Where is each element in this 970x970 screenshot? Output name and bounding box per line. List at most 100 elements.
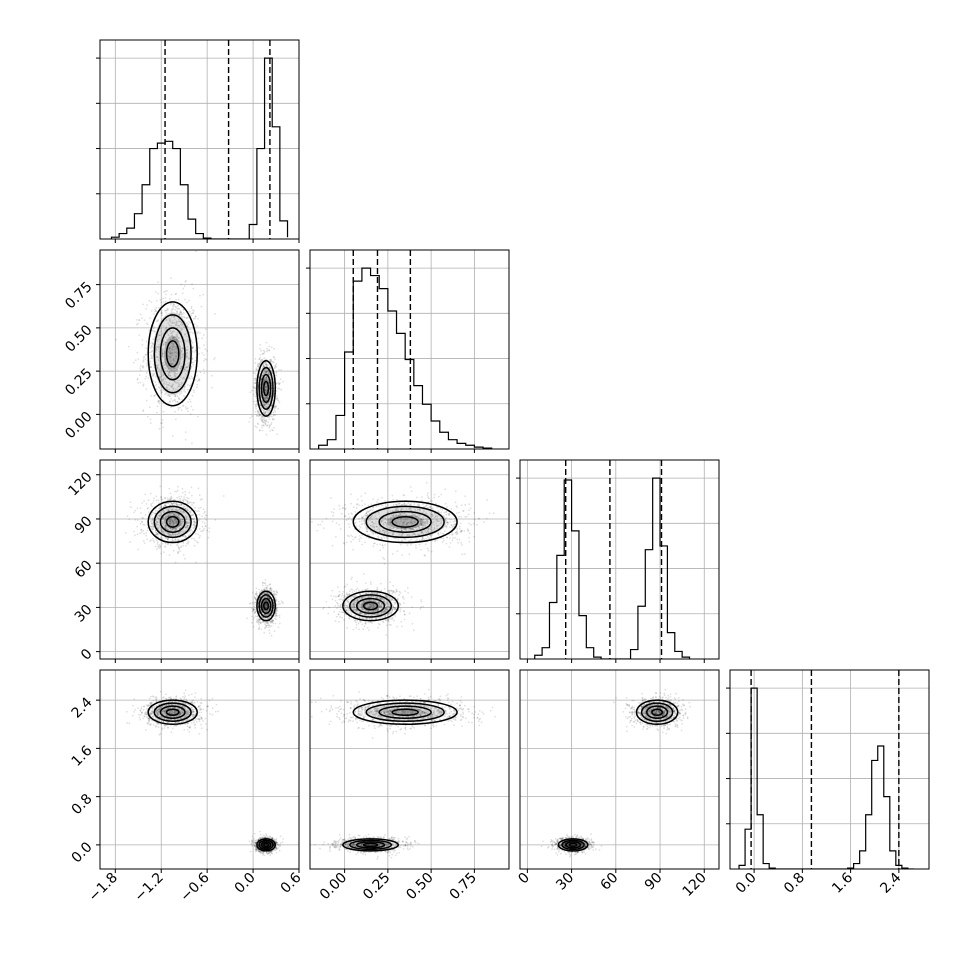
sample-point (170, 513, 172, 515)
sample-point (150, 344, 153, 347)
sample-point (164, 515, 167, 518)
sample-point (166, 538, 169, 541)
sample-point (265, 370, 267, 373)
sample-point (180, 495, 183, 498)
sample-point (186, 526, 188, 529)
sample-point (146, 323, 149, 326)
sample-point (186, 322, 188, 325)
sample-point (170, 386, 173, 389)
grid (100, 460, 299, 659)
sample-point (156, 339, 159, 341)
sample-point (258, 626, 261, 629)
sample-point (163, 504, 166, 506)
sample-point (258, 365, 260, 368)
sample-point (173, 522, 176, 525)
sample-point (145, 371, 148, 374)
sample-point (386, 511, 389, 514)
sample-point (270, 620, 273, 623)
sample-point (181, 512, 184, 515)
sample-point (159, 514, 162, 517)
sample-point (197, 415, 200, 418)
sample-point (145, 534, 148, 537)
sample-point (191, 537, 193, 540)
sample-point (264, 372, 267, 374)
sample-point (398, 514, 401, 517)
sample-point (172, 502, 175, 505)
sample-point (171, 528, 174, 531)
sample-point (181, 350, 183, 352)
density-shade (258, 366, 274, 411)
sample-point (194, 509, 197, 512)
sample-point (424, 524, 427, 527)
sample-point (171, 304, 174, 307)
sample-point (164, 341, 167, 344)
sample-point (262, 349, 265, 352)
sample-point (270, 346, 273, 349)
sample-point (271, 415, 273, 418)
sample-point (164, 350, 166, 353)
sample-point (451, 533, 454, 536)
sample-point (165, 362, 168, 365)
sample-point (164, 378, 167, 381)
sample-point (190, 528, 193, 531)
sample-point (198, 494, 201, 497)
sample-point (184, 526, 187, 529)
sample-point (253, 605, 256, 608)
sample-point (153, 394, 156, 397)
sample-point (265, 377, 268, 380)
sample-point (329, 497, 332, 499)
sample-point (276, 433, 278, 436)
sample-point (273, 358, 276, 361)
sample-point (173, 371, 176, 373)
sample-point (158, 507, 161, 510)
sample-point (261, 581, 264, 584)
sample-point (276, 398, 279, 401)
sample-point (264, 379, 267, 382)
sample-point (156, 533, 159, 535)
sample-point (249, 391, 252, 394)
sample-point (173, 303, 175, 306)
sample-point (181, 316, 184, 319)
sample-point (156, 366, 159, 369)
sample-point (166, 369, 169, 371)
sample-point (175, 373, 178, 376)
sample-point (161, 379, 163, 382)
sample-point (171, 322, 174, 324)
sample-point (275, 608, 278, 611)
sample-point (174, 351, 177, 354)
sample-point (179, 355, 182, 357)
sample-point (187, 365, 190, 368)
sample-point (256, 409, 259, 412)
sample-point (477, 518, 480, 520)
sample-point (173, 389, 176, 392)
sample-point (188, 501, 191, 504)
sample-point (184, 333, 186, 336)
sample-point (164, 342, 167, 344)
sample-point (188, 352, 191, 355)
sample-point (153, 326, 156, 329)
sample-point (167, 372, 170, 375)
sample-point (202, 508, 205, 511)
sample-point (179, 320, 182, 323)
sample-point (177, 407, 180, 409)
sample-point (174, 538, 177, 541)
sample-point (273, 406, 276, 409)
sample-point (255, 591, 258, 593)
sample-point (180, 504, 183, 507)
sample-point (248, 421, 251, 423)
histogram-step (110, 57, 289, 239)
sample-point (255, 378, 257, 380)
sample-point (165, 326, 168, 328)
sample-point (192, 389, 195, 392)
sample-point (351, 513, 353, 516)
sample-point (200, 530, 202, 533)
sample-point (201, 520, 204, 523)
sample-point (158, 517, 161, 520)
sample-point (396, 507, 399, 510)
sample-point (421, 522, 423, 525)
sample-point (267, 585, 269, 587)
sample-point (273, 594, 276, 597)
sample-point (372, 506, 375, 509)
sample-point (182, 529, 185, 532)
sample-point (259, 403, 262, 406)
